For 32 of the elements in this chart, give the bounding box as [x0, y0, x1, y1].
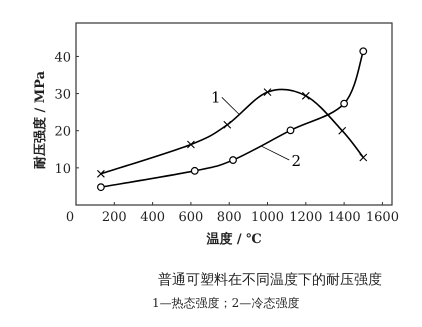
x-tick-label: 1400 — [328, 210, 361, 225]
series-label: 1 — [211, 88, 221, 106]
point — [359, 153, 368, 162]
x-tick-label: 1600 — [366, 210, 399, 225]
x-tick-label: 400 — [140, 210, 166, 225]
y-tick-label: 40 — [54, 50, 71, 66]
point — [286, 126, 294, 134]
point — [338, 126, 346, 135]
point — [96, 170, 105, 178]
y-tick-label: 20 — [54, 124, 71, 140]
y-tick-label: 10 — [54, 162, 71, 177]
y-axis-title: 耐压强度 / MPa — [32, 70, 48, 170]
point — [302, 92, 310, 100]
point — [340, 100, 348, 108]
x-tick-label: 600 — [178, 210, 204, 225]
y-tick-label: 30 — [54, 88, 71, 103]
point — [263, 88, 272, 96]
point — [223, 120, 232, 129]
x-tick-label: 800 — [216, 210, 242, 225]
point — [190, 166, 199, 175]
point — [96, 183, 105, 192]
point — [186, 140, 195, 149]
x-tick-label: 0 — [66, 210, 74, 225]
point — [359, 47, 368, 56]
x-tick-label: 1000 — [250, 210, 284, 225]
legend-label: 2 — [291, 152, 302, 170]
text: 普通可塑料在不同温度下的耐压强度 — [158, 271, 382, 288]
text: 1—热态强度；2—冷态强度 — [152, 296, 300, 310]
x-tick-label: 1200 — [289, 210, 322, 225]
x-tick-label: 200 — [102, 210, 127, 225]
x-axis-title: 温度 / ℃ — [205, 231, 262, 247]
point — [229, 156, 237, 164]
